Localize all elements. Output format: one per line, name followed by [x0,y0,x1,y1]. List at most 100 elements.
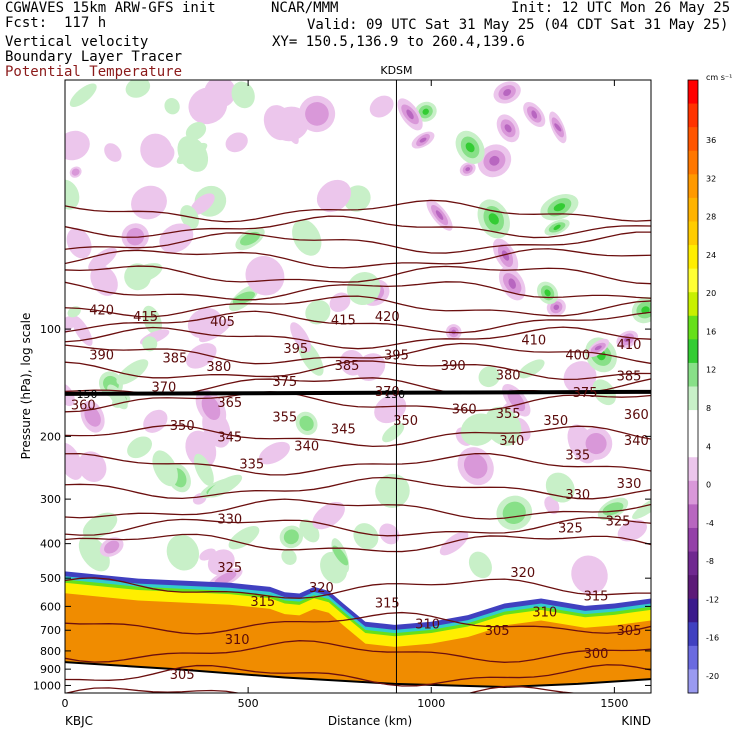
w-cell [127,436,153,459]
theta-contour [65,391,651,413]
theta-label: 380 [206,360,231,375]
w-cell [231,81,255,109]
colorbar-tick-label: 32 [706,174,716,183]
w-cell [375,473,410,508]
colorbar-tick-label: 8 [706,404,711,413]
theta-label: 320 [510,566,535,581]
colorbar-tick-label: 20 [706,289,716,298]
colorbar-swatch [688,103,698,128]
theta-contour [65,611,651,635]
w-cell [67,306,81,318]
theta-label: 320 [309,581,334,596]
w-cell [422,108,429,115]
theta-label: 335 [239,457,264,472]
w-cell [463,453,488,479]
theta-label: 420 [375,310,400,325]
theta-label: 415 [133,310,158,325]
w-cell [553,224,561,231]
w-cell [90,265,118,296]
theta-label: 375 [272,375,297,390]
w-cell [594,345,602,351]
colorbar-swatch [688,410,698,435]
w-cell [435,210,444,220]
y-tick-label: 200 [40,430,61,443]
w-cell [232,291,255,305]
w-cell [164,98,180,115]
theta-contour [65,498,651,520]
w-cell [140,133,173,168]
theta-label: 420 [89,303,114,318]
w-cell [465,167,471,172]
colorbar-swatch [688,315,698,340]
colorbar-tick-label: -16 [706,634,719,643]
theta-label: 375 [573,386,598,401]
colorbar-swatch [688,551,698,576]
w-cell [201,395,221,421]
theta-label: 360 [624,408,649,423]
theta-label: 305 [617,624,642,639]
theta-label: 335 [565,449,590,464]
theta-label: 305 [170,668,195,683]
tropopause-line [65,389,651,396]
theta-label: 385 [617,370,642,385]
y-tick-label: 300 [40,493,61,506]
w-cell [374,394,407,424]
organization-label: NCAR/MMM [271,0,339,16]
w-cell [299,415,314,431]
w-cell [468,551,492,579]
tropopause-label: 150 [384,388,405,401]
colorbar-tick-label: -12 [706,595,719,604]
field-label-vertical-velocity: Vertical velocity [5,34,149,50]
colorbar-tick-label: 28 [706,213,716,222]
colorbar-tick-label: 12 [706,366,716,375]
theta-contour [65,281,651,301]
y-axis: 100 200 300 400 500 600 700 800 900 1000 [33,323,651,692]
theta-label: 305 [485,624,510,639]
colorbar-swatch [688,575,698,600]
theta-label: 350 [393,414,418,429]
w-cell [641,306,650,314]
theta-contour [65,295,651,318]
theta-label: 330 [617,477,642,492]
colorbar: cm s⁻¹ 36 32 28 24 20 16 12 8 4 0 -4 -8 -12 -16 -20 [687,73,732,694]
theta-label: 300 [584,647,609,662]
colorbar-swatch [688,386,698,411]
theta-label: 350 [170,419,195,434]
w-cell [369,95,394,118]
w-cell [187,307,222,339]
x-tick-label: 1500 [600,697,628,710]
theta-contour [65,516,651,537]
colorbar-frame [687,79,699,694]
forecast-hour: Fcst: 117 h [5,15,107,31]
y-tick-label: 1000 [33,679,61,692]
w-cell [245,256,285,296]
theta-label: 330 [565,488,590,503]
theta-label: 380 [496,368,521,383]
y-tick-label: 700 [40,624,61,637]
colorbar-swatch [688,645,698,670]
w-cell [439,531,469,556]
w-cell [489,155,500,166]
theta-contour [65,342,651,365]
theta-label: 385 [162,351,187,366]
w-cell [228,526,260,550]
w-cell [312,501,345,530]
y-tick-label: 800 [40,645,61,658]
colorbar-swatch [688,339,698,364]
colorbar-tick-label: -8 [706,557,714,566]
w-cell [131,185,167,220]
theta-label: 325 [606,515,631,530]
colorbar-swatch [688,433,698,458]
theta-label: 325 [558,521,583,536]
w-cell [502,501,526,525]
w-cell [507,389,526,412]
theta-contour [65,360,651,381]
w-cell [553,304,560,311]
theta-label: 310 [415,617,440,632]
w-cell [66,227,92,259]
theta-contour [65,533,651,553]
w-cell [71,168,80,176]
w-cell [190,193,215,216]
colorbar-tick-label: 4 [706,442,711,451]
